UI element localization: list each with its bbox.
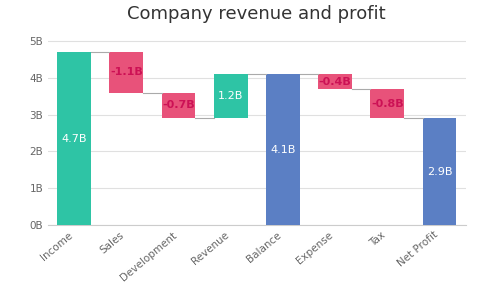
Text: 4.1B: 4.1B: [270, 145, 296, 154]
Text: -0.7B: -0.7B: [162, 100, 195, 110]
Bar: [371, 89, 404, 118]
Text: -1.1B: -1.1B: [110, 67, 143, 77]
Text: -0.8B: -0.8B: [371, 99, 404, 109]
Bar: [57, 52, 91, 225]
Bar: [266, 74, 300, 225]
Text: 1.2B: 1.2B: [218, 91, 243, 101]
Title: Company revenue and profit: Company revenue and profit: [128, 5, 386, 23]
Text: 2.9B: 2.9B: [427, 167, 452, 177]
Bar: [422, 118, 456, 225]
Bar: [162, 92, 195, 118]
Text: -0.4B: -0.4B: [319, 76, 351, 86]
Bar: [109, 52, 143, 92]
Text: 4.7B: 4.7B: [61, 134, 87, 143]
Bar: [214, 74, 248, 118]
Bar: [318, 74, 352, 89]
